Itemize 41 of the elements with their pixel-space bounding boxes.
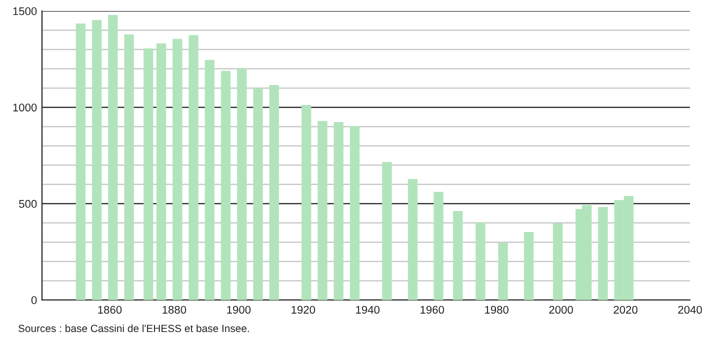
bar <box>552 223 563 300</box>
bar <box>334 122 344 300</box>
bar <box>434 192 444 300</box>
bar <box>188 35 198 300</box>
x-tick-label: 2020 <box>614 306 638 314</box>
bar <box>172 38 182 300</box>
bar <box>318 121 328 300</box>
x-tick-label: 1960 <box>420 306 444 314</box>
bar <box>156 43 166 300</box>
bar <box>350 126 360 300</box>
bar <box>408 179 418 300</box>
y-tick-label: 500 <box>19 200 37 208</box>
bar <box>598 206 608 300</box>
x-tick-label: 1860 <box>98 306 122 314</box>
source-note: Sources : base Cassini de l'EHESS et base Insee. <box>18 324 249 332</box>
bar <box>498 242 508 300</box>
bar <box>476 222 486 300</box>
bar <box>382 162 392 300</box>
bar <box>92 20 102 300</box>
x-tick-label: 1940 <box>356 306 380 314</box>
bar <box>524 232 534 300</box>
bar <box>204 60 214 300</box>
bar <box>453 210 463 300</box>
x-tick-label: 1900 <box>227 306 251 314</box>
bar <box>76 24 86 300</box>
y-tick-label: 0 <box>31 296 37 304</box>
bar <box>108 15 118 300</box>
x-tick-label: 2040 <box>678 306 702 314</box>
bar <box>269 84 279 300</box>
bar <box>124 34 134 300</box>
bar <box>237 68 247 300</box>
bar <box>253 88 263 300</box>
bar <box>144 48 154 300</box>
y-tick-label: 1000 <box>13 104 37 112</box>
bar <box>302 105 312 300</box>
x-tick-label: 1880 <box>162 306 186 314</box>
x-tick-label: 1920 <box>292 306 316 314</box>
x-tick-label: 2000 <box>549 306 573 314</box>
bar <box>220 70 231 300</box>
x-tick-label: 1980 <box>485 306 508 314</box>
y-tick-label: 1500 <box>13 7 37 16</box>
